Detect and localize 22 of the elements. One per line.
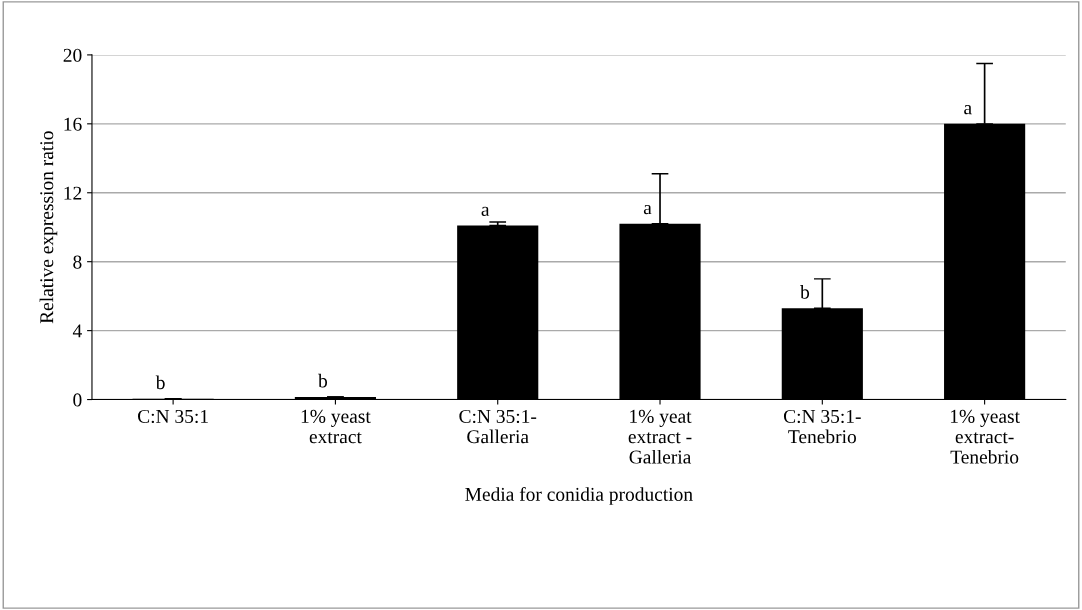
x-tick-label: 1% yeat extract - Galleria — [628, 409, 692, 464]
x-tick-label: C:N 35:1- Galleria — [459, 409, 537, 444]
y-tick-label: 4 — [72, 324, 82, 338]
annotation: b — [155, 375, 165, 390]
y-tick-label: 16 — [64, 117, 82, 131]
x-tick-label: 1% yeast extract — [301, 409, 371, 444]
y-tick-label: 8 — [73, 255, 82, 269]
annotation: b — [800, 285, 810, 299]
y-tick-label: 20 — [63, 48, 82, 62]
y-tick-label: 12 — [64, 186, 82, 200]
annotation: a — [481, 206, 490, 216]
bar — [944, 123, 1026, 400]
y-axis-title: Relative expression ratio — [39, 131, 58, 324]
x-tick-label: C:N 35:1- Tenebrio — [783, 409, 861, 444]
x-tick-label: C:N 35:1 — [138, 409, 208, 424]
annotation: a — [643, 204, 652, 215]
annotation: a — [964, 105, 972, 115]
x-axis-title: Media for conidia production — [465, 487, 693, 505]
y-tick-label: 0 — [73, 393, 82, 407]
annotation: b — [318, 373, 328, 388]
bar — [457, 225, 539, 400]
x-tick-label: 1% yeast extract- Tenebrio — [950, 409, 1020, 464]
